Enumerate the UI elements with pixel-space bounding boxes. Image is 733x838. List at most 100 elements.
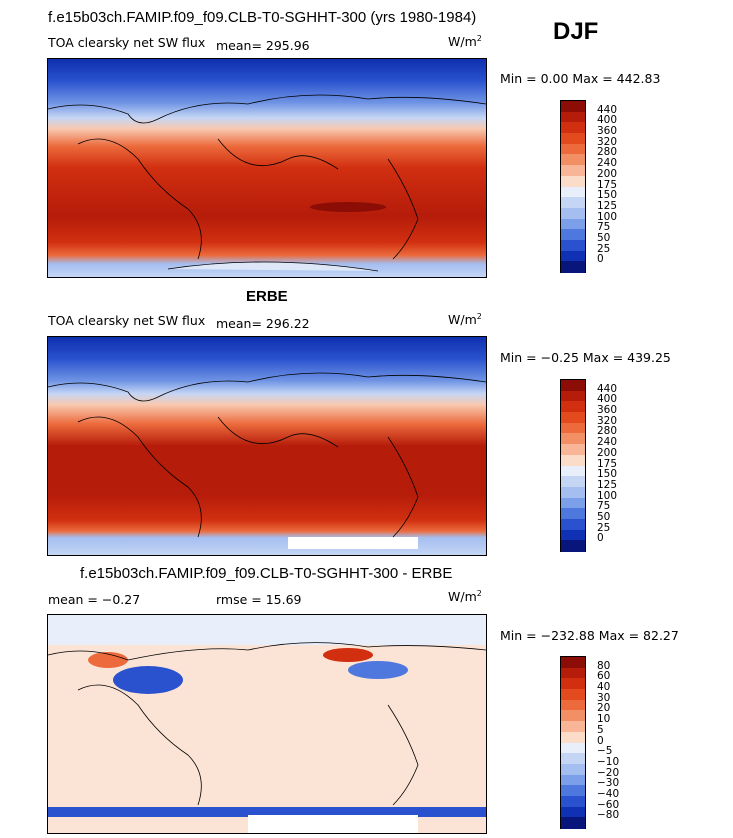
colorbar-tick-label: 280 xyxy=(597,146,618,159)
colorbar-cell xyxy=(561,763,585,776)
colorbar-tick-label: 75 xyxy=(597,221,611,234)
colorbar-cell xyxy=(561,154,585,166)
colorbar-cell xyxy=(561,239,585,252)
colorbar-cell xyxy=(561,710,585,722)
colorbar-cell xyxy=(561,250,585,262)
colorbar-cell xyxy=(561,486,585,499)
panel1-colorbar xyxy=(560,100,586,273)
colorbar-cell xyxy=(561,678,585,690)
colorbar-tick-label: −5 xyxy=(597,745,613,758)
colorbar-tick-label: 200 xyxy=(597,446,618,459)
season-label: DJF xyxy=(553,18,599,45)
colorbar-cell xyxy=(561,454,585,466)
colorbar-cell xyxy=(561,476,585,488)
colorbar-tick-label: 400 xyxy=(597,114,618,127)
colorbar-cell xyxy=(561,785,585,797)
colorbar-tick-label: 440 xyxy=(597,103,618,116)
colorbar-cell xyxy=(561,143,585,155)
colorbar-tick-label: 60 xyxy=(597,670,611,683)
colorbar-tick-label: 200 xyxy=(597,167,618,180)
colorbar-cell xyxy=(561,497,585,509)
colorbar-tick-label: 0 xyxy=(597,253,604,266)
colorbar-tick-label: −60 xyxy=(597,798,620,811)
colorbar-tick-label: 80 xyxy=(597,659,611,672)
colorbar-cell xyxy=(561,721,585,733)
colorbar-tick-label: 440 xyxy=(597,382,618,395)
colorbar-tick-label: 400 xyxy=(597,393,618,406)
panel2-title: ERBE xyxy=(246,288,288,305)
colorbar-tick-label: 25 xyxy=(597,242,611,255)
colorbar-tick-label: 10 xyxy=(597,713,611,726)
colorbar-cell xyxy=(561,465,585,477)
colorbar-tick-label: 125 xyxy=(597,199,618,212)
colorbar-cell xyxy=(561,380,585,392)
colorbar-cell xyxy=(561,433,585,445)
colorbar-cell xyxy=(561,731,585,743)
panel2-units: W/m2 xyxy=(448,312,482,328)
colorbar-tick-label: 150 xyxy=(597,189,618,202)
colorbar-cell xyxy=(561,699,585,711)
panel3-colorbar xyxy=(560,656,586,829)
colorbar-cell xyxy=(561,186,585,198)
colorbar-tick-label: 360 xyxy=(597,404,618,417)
panel3-title: f.e15b03ch.FAMIP.f09_f09.CLB-T0-SGHHT-30… xyxy=(80,565,453,582)
colorbar-cell xyxy=(561,165,585,177)
panel3-units: W/m2 xyxy=(448,589,482,605)
colorbar-tick-label: −30 xyxy=(597,777,620,790)
panel1-minmax: Min = 0.00 Max = 442.83 xyxy=(500,71,661,86)
colorbar-cell xyxy=(561,197,585,209)
colorbar-cell xyxy=(561,774,585,786)
panel1-title: f.e15b03ch.FAMIP.f09_f09.CLB-T0-SGHHT-30… xyxy=(48,9,477,26)
colorbar-cell xyxy=(561,229,585,241)
colorbar-cell xyxy=(561,261,585,273)
colorbar-cell xyxy=(561,529,585,541)
colorbar-cell xyxy=(561,412,585,424)
panel1-map xyxy=(47,58,487,278)
panel3-map xyxy=(47,614,487,834)
colorbar-cell xyxy=(561,657,585,669)
colorbar-cell xyxy=(561,390,585,402)
colorbar-tick-label: 320 xyxy=(597,135,618,148)
colorbar-tick-label: 360 xyxy=(597,125,618,138)
colorbar-cell xyxy=(561,444,585,456)
colorbar-tick-label: −40 xyxy=(597,787,620,800)
colorbar-cell xyxy=(561,667,585,679)
colorbar-tick-label: −20 xyxy=(597,766,620,779)
panel1-variable: TOA clearsky net SW flux xyxy=(48,35,206,50)
panel2-map xyxy=(47,336,487,556)
panel3-minmax: Min = −232.88 Max = 82.27 xyxy=(500,628,679,643)
colorbar-cell xyxy=(561,518,585,531)
colorbar-cell xyxy=(561,422,585,434)
colorbar-cell xyxy=(561,175,585,187)
colorbar-tick-label: 25 xyxy=(597,521,611,534)
colorbar-tick-label: 0 xyxy=(597,532,604,545)
colorbar-cell xyxy=(561,540,585,552)
colorbar-tick-label: 30 xyxy=(597,691,611,704)
colorbar-tick-label: 100 xyxy=(597,489,618,502)
panel1-units: W/m2 xyxy=(448,34,482,50)
colorbar-tick-label: 75 xyxy=(597,500,611,513)
colorbar-tick-label: 0 xyxy=(597,734,604,747)
colorbar-cell xyxy=(561,122,585,134)
colorbar-tick-label: 50 xyxy=(597,231,611,244)
colorbar-cell xyxy=(561,207,585,220)
colorbar-cell xyxy=(561,806,585,818)
colorbar-cell xyxy=(561,508,585,520)
colorbar-tick-label: 40 xyxy=(597,681,611,694)
panel2-mean: mean= 296.22 xyxy=(216,316,310,331)
colorbar-cell xyxy=(561,111,585,123)
panel2-colorbar xyxy=(560,379,586,552)
colorbar-cell xyxy=(561,689,585,701)
colorbar-tick-label: 280 xyxy=(597,425,618,438)
colorbar-tick-label: 240 xyxy=(597,436,618,449)
colorbar-tick-label: 175 xyxy=(597,178,618,191)
colorbar-cell xyxy=(561,401,585,413)
colorbar-cell xyxy=(561,218,585,230)
colorbar-tick-label: −80 xyxy=(597,809,620,822)
panel3-mean: mean = −0.27 xyxy=(48,592,141,607)
colorbar-tick-label: 50 xyxy=(597,510,611,523)
colorbar-cell xyxy=(561,101,585,113)
colorbar-cell xyxy=(561,133,585,145)
colorbar-tick-label: 100 xyxy=(597,210,618,223)
colorbar-tick-label: 150 xyxy=(597,468,618,481)
